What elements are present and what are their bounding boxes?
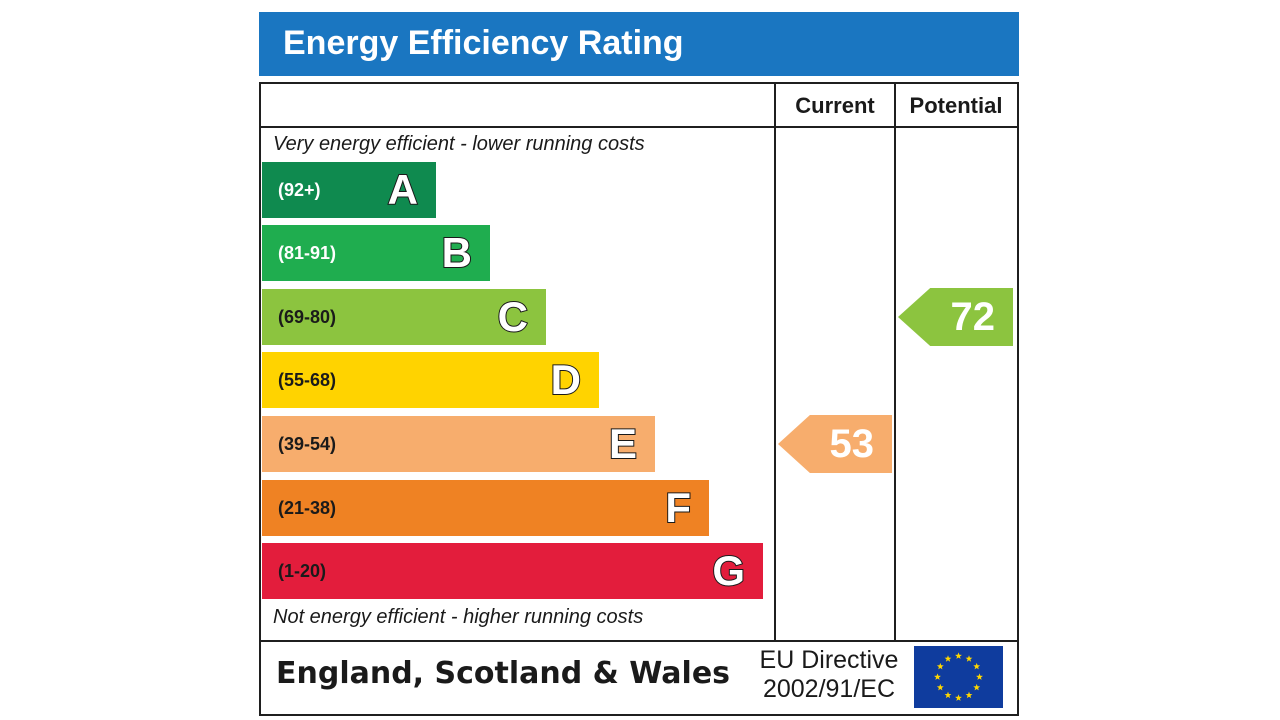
eu-star bbox=[936, 662, 944, 670]
current-rating-value: 53 bbox=[829, 422, 875, 466]
rating-band-f: (21-38) F bbox=[262, 480, 709, 536]
eu-star bbox=[973, 662, 981, 670]
header-potential: Potential bbox=[909, 93, 1003, 118]
footer-divider bbox=[261, 640, 1017, 642]
band-range-b: (81-91) bbox=[278, 243, 337, 263]
divider-potential bbox=[894, 84, 896, 642]
band-letter-e: E bbox=[608, 419, 638, 468]
band-range-g: (1-20) bbox=[278, 561, 327, 581]
header-divider bbox=[261, 126, 1017, 128]
band-range-c: (69-80) bbox=[278, 307, 337, 327]
eu-star bbox=[965, 691, 973, 699]
band-range-e: (39-54) bbox=[278, 434, 337, 454]
rating-band-e: (39-54) E bbox=[262, 416, 655, 472]
rating-band-d: (55-68) D bbox=[262, 352, 599, 408]
potential-rating-value: 72 bbox=[950, 295, 996, 339]
eu-star bbox=[976, 673, 983, 680]
caption-top: Very energy efficient - lower running co… bbox=[273, 133, 645, 155]
band-letter-b: B bbox=[441, 228, 473, 277]
chart-title: Energy Efficiency Rating bbox=[283, 24, 684, 62]
band-letter-f: F bbox=[664, 483, 692, 532]
header-current: Current bbox=[795, 93, 875, 118]
eu-star bbox=[965, 655, 973, 662]
band-range-d: (55-68) bbox=[278, 370, 337, 390]
eu-star bbox=[934, 673, 941, 680]
rating-band-a: (92+) A bbox=[262, 162, 436, 218]
band-letter-c: C bbox=[497, 292, 529, 341]
title-bar: Energy Efficiency Rating bbox=[259, 12, 1019, 76]
eu-flag-icon bbox=[914, 646, 1003, 708]
band-letter-g: G bbox=[711, 546, 746, 595]
band-range-f: (21-38) bbox=[278, 498, 337, 518]
divider-current bbox=[774, 84, 776, 642]
rating-band-g: (1-20) G bbox=[262, 543, 763, 599]
eu-star bbox=[944, 655, 952, 662]
footer-country: England, Scotland & Wales bbox=[276, 656, 731, 691]
eu-star bbox=[973, 683, 981, 691]
directive-line1: EU Directive bbox=[759, 646, 899, 674]
directive-line2: 2002/91/EC bbox=[762, 675, 896, 703]
band-range-a: (92+) bbox=[278, 180, 321, 200]
eu-star bbox=[936, 683, 944, 691]
footer-directive: EU Directive 2002/91/EC bbox=[750, 646, 908, 704]
eu-stars bbox=[934, 652, 983, 701]
current-rating-arrow: 53 bbox=[778, 415, 892, 473]
eu-star bbox=[944, 691, 952, 699]
chart-frame bbox=[259, 82, 1019, 716]
band-letter-a: A bbox=[387, 165, 419, 214]
eu-star bbox=[955, 652, 962, 659]
potential-rating-arrow: 72 bbox=[898, 288, 1013, 346]
band-letter-d: D bbox=[550, 355, 582, 404]
rating-band-b: (81-91) B bbox=[262, 225, 490, 281]
rating-band-c: (69-80) C bbox=[262, 289, 546, 345]
eu-star bbox=[955, 694, 962, 701]
caption-bottom: Not energy efficient - higher running co… bbox=[273, 606, 644, 628]
